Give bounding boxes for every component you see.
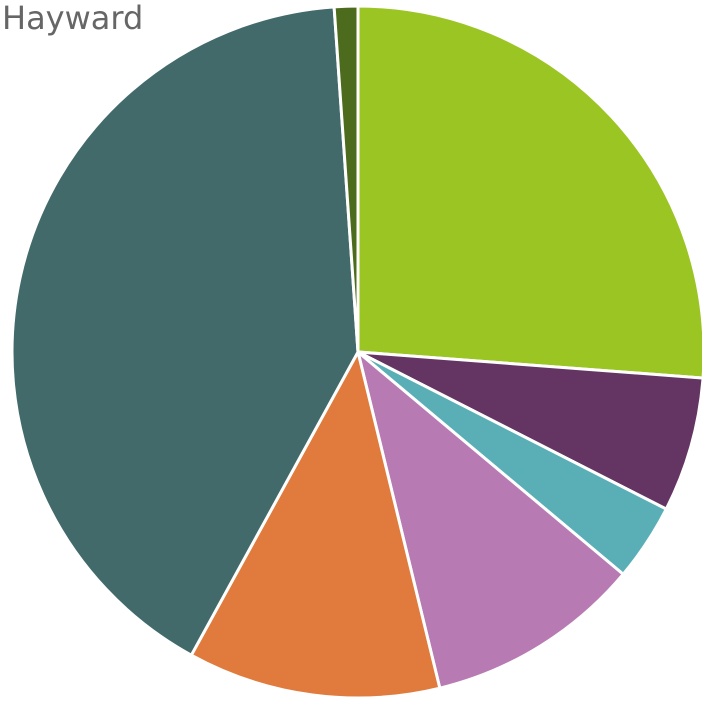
pie-slice-4 xyxy=(356,350,625,690)
pie-slice-2 xyxy=(356,350,702,511)
pie-slice-5 xyxy=(189,350,442,700)
chart-title: Hayward xyxy=(2,0,144,37)
pie-slice-7 xyxy=(332,4,360,354)
pie-slice-1 xyxy=(356,4,702,380)
pie-slice-6 xyxy=(10,5,360,657)
